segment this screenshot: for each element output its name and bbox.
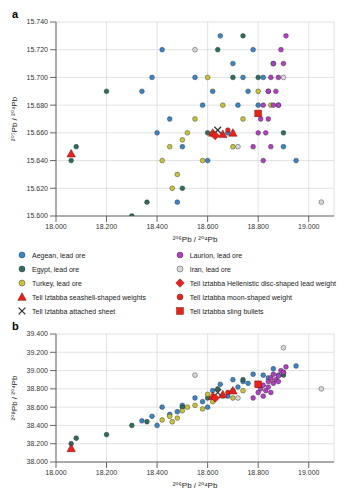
svg-text:18.000: 18.000 <box>45 469 67 476</box>
svg-text:38.200: 38.200 <box>27 440 49 447</box>
svg-text:15.600: 15.600 <box>27 212 49 219</box>
svg-text:19.000: 19.000 <box>298 469 320 476</box>
html-text:Iran, lead ore: Iran, lead ore <box>189 265 231 273</box>
svg-text:18.400: 18.400 <box>146 469 168 476</box>
svg-text:38.800: 38.800 <box>27 385 49 392</box>
svg-text:18.600: 18.600 <box>197 469 219 476</box>
svg-text:²⁰⁶Pb / ²⁰⁴Pb: ²⁰⁶Pb / ²⁰⁴Pb <box>173 235 218 244</box>
svg-text:38.000: 38.000 <box>27 458 49 465</box>
html-text:Aegean, lead ore: Aegean, lead ore <box>32 251 86 259</box>
svg-text:18.000: 18.000 <box>45 223 67 230</box>
html-text:Tell Iztabba seashell-shaped w: Tell Iztabba seashell-shaped weights <box>32 293 146 301</box>
html-text:Turkey, lead ore: Turkey, lead ore <box>32 279 82 287</box>
svg-text:18.200: 18.200 <box>96 469 118 476</box>
html-text:a: a <box>12 8 19 20</box>
html-text:Laurion, lead ore: Laurion, lead ore <box>189 251 243 259</box>
html-text:Egypt, lead ore: Egypt, lead ore <box>32 265 80 273</box>
html-text:Tell Iztabba attached sheet: Tell Iztabba attached sheet <box>32 307 116 315</box>
svg-text:15.680: 15.680 <box>27 102 49 109</box>
svg-text:18.200: 18.200 <box>96 223 118 230</box>
svg-text:²⁰⁶Pb / ²⁰⁴Pb: ²⁰⁶Pb / ²⁰⁴Pb <box>173 481 218 490</box>
svg-text:15.640: 15.640 <box>27 157 49 164</box>
html-text:b: b <box>12 320 19 332</box>
svg-text:15.700: 15.700 <box>27 74 49 81</box>
html-text:Tell Iztabba sling bullets: Tell Iztabba sling bullets <box>189 307 264 315</box>
html-text:Tell Iztabba moon-shaped weigh: Tell Iztabba moon-shaped weight <box>189 293 292 301</box>
svg-text:39.000: 39.000 <box>27 367 49 374</box>
svg-text:18.400: 18.400 <box>146 223 168 230</box>
svg-text:39.400: 39.400 <box>27 330 49 337</box>
svg-text:²⁰⁸Pb / ²⁰⁴Pb: ²⁰⁸Pb / ²⁰⁴Pb <box>10 375 19 420</box>
svg-text:15.740: 15.740 <box>27 18 49 25</box>
svg-text:15.660: 15.660 <box>27 129 49 136</box>
html-text:Tell Iztabba Hellenistic disc-: Tell Iztabba Hellenistic disc-shaped lea… <box>189 279 336 287</box>
svg-text:38.600: 38.600 <box>27 404 49 411</box>
svg-text:18.600: 18.600 <box>197 223 219 230</box>
svg-text:18.800: 18.800 <box>247 223 269 230</box>
svg-text:15.620: 15.620 <box>27 185 49 192</box>
svg-text:39.200: 39.200 <box>27 349 49 356</box>
svg-text:19.000: 19.000 <box>298 223 320 230</box>
svg-text:15.720: 15.720 <box>27 46 49 53</box>
svg-text:²⁰⁷Pb / ²⁰⁴Pb: ²⁰⁷Pb / ²⁰⁴Pb <box>10 96 19 141</box>
svg-text:18.800: 18.800 <box>247 469 269 476</box>
svg-text:38.400: 38.400 <box>27 422 49 429</box>
